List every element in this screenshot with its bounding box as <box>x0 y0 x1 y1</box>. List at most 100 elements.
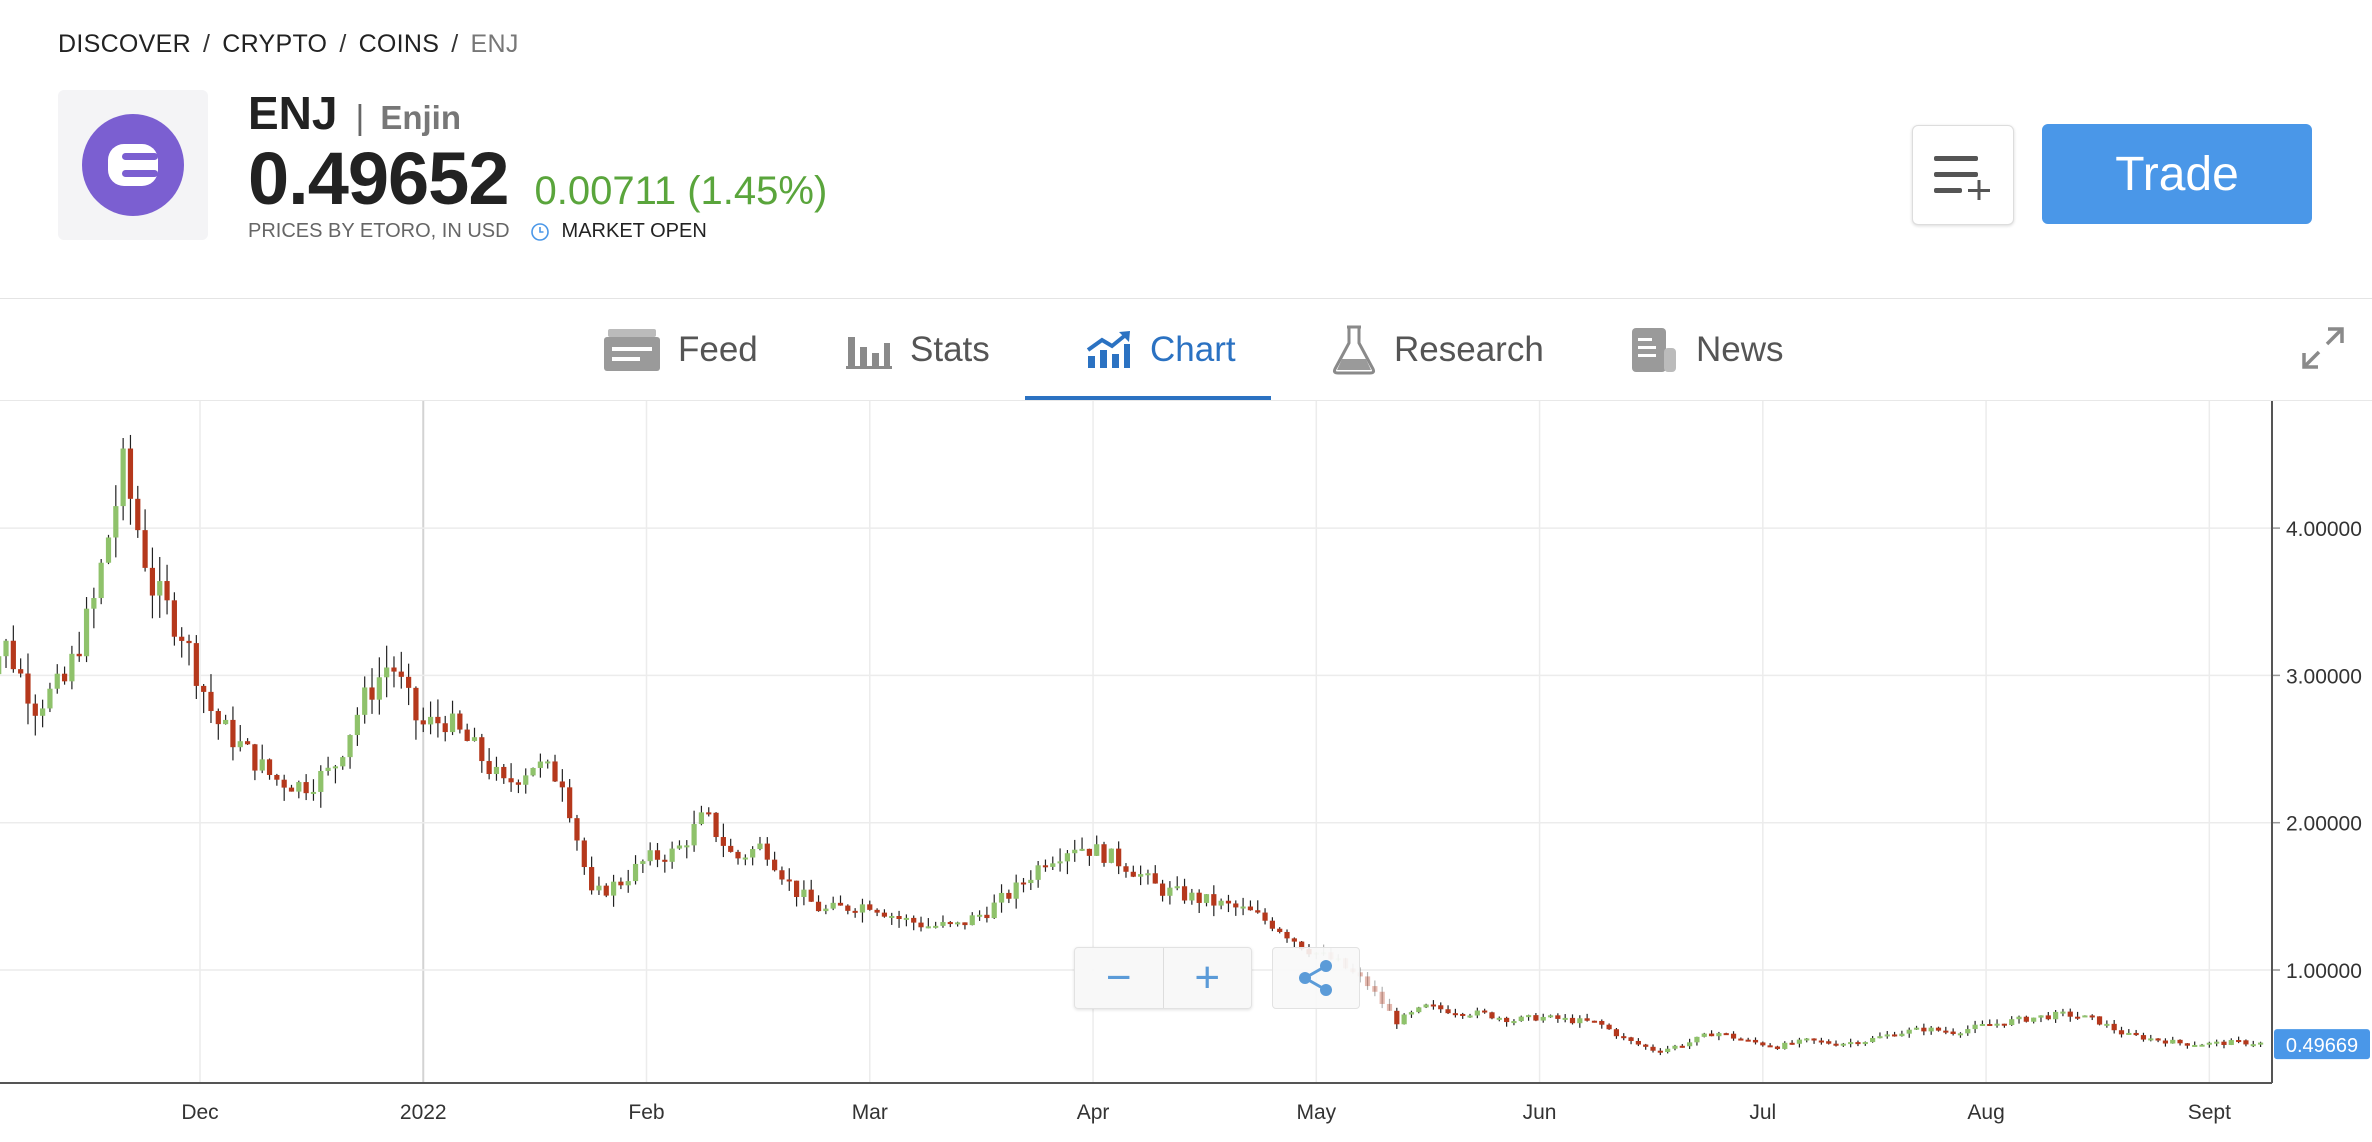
candle-body <box>1921 1027 1927 1032</box>
candle-body <box>1130 871 1136 877</box>
candle-body <box>376 677 382 700</box>
candle-body <box>1225 900 1232 904</box>
candle-body <box>1628 1037 1634 1041</box>
candle-body <box>442 723 448 733</box>
candle-body <box>288 787 295 792</box>
candle-body <box>1701 1033 1707 1037</box>
candle-body <box>984 914 990 919</box>
tab-stats[interactable]: Stats <box>846 299 990 401</box>
candle-body <box>1196 892 1202 903</box>
candle-body <box>230 719 236 748</box>
instrument-name: Enjin <box>380 99 461 136</box>
breadcrumb-discover[interactable]: DISCOVER <box>58 30 191 58</box>
candle-body <box>369 687 375 700</box>
candle-body <box>830 902 836 909</box>
x-tick-label: Dec <box>181 1101 218 1124</box>
candle-body <box>1840 1043 1846 1046</box>
candle-body <box>325 767 331 771</box>
candle-body <box>1020 882 1027 885</box>
candle-body <box>2236 1040 2242 1043</box>
candle-body <box>2053 1011 2059 1020</box>
zoom-in-button[interactable]: + <box>1162 948 1252 1008</box>
price-chart[interactable]: Dec 2022 Feb Mar Apr May Jun Jul Aug Sept 1.00000 2… <box>0 401 2372 1142</box>
candle-body <box>1138 874 1144 877</box>
expand-icon[interactable] <box>2300 325 2346 376</box>
candle-body <box>142 530 148 568</box>
candle-body <box>2177 1039 2183 1044</box>
candle-body <box>1035 865 1041 880</box>
candle-body <box>508 778 514 783</box>
tab-feed[interactable]: Feed <box>604 299 758 401</box>
candle-body <box>1657 1050 1663 1053</box>
candle-body <box>2009 1019 2015 1026</box>
breadcrumb-crypto[interactable]: CRYPTO <box>222 30 328 58</box>
candle-body <box>1540 1016 1546 1021</box>
candle-body <box>398 671 404 677</box>
candle-body <box>1299 941 1305 950</box>
candle-body <box>318 770 324 792</box>
candle-body <box>2206 1042 2212 1045</box>
candle-body <box>347 735 353 758</box>
candle-body <box>237 741 243 748</box>
tab-research[interactable]: Research <box>1332 299 1544 401</box>
breadcrumb-coins[interactable]: COINS <box>358 30 440 58</box>
candle-body <box>911 917 917 923</box>
candle-body <box>354 714 360 736</box>
candle-body <box>845 905 851 911</box>
chart-icon <box>1086 330 1132 370</box>
candle-body <box>1687 1042 1693 1047</box>
candlestick-chart[interactable]: Dec 2022 Feb Mar Apr May Jun Jul Aug Sept 1.00000 2… <box>0 401 2372 1142</box>
trade-button[interactable]: Trade <box>2042 124 2312 224</box>
feed-icon <box>604 327 660 373</box>
share-button[interactable] <box>1272 947 1360 1009</box>
candle-body <box>457 713 463 730</box>
instrument-title: ENJ | Enjin <box>248 86 461 140</box>
candle-body <box>1174 886 1180 889</box>
candle-body <box>1064 853 1071 862</box>
candle-body <box>530 767 536 776</box>
candle-body <box>40 708 46 716</box>
candle-body <box>1401 1014 1407 1025</box>
zoom-out-button[interactable]: − <box>1105 953 1132 1002</box>
candle-body <box>757 843 763 850</box>
candle-body <box>969 915 975 926</box>
candle-body <box>406 676 412 688</box>
tab-news[interactable]: News <box>1630 299 1784 401</box>
candle-body <box>2133 1032 2139 1036</box>
candle-body <box>1862 1042 1868 1045</box>
candle-body <box>1708 1033 1715 1037</box>
candle-body <box>208 691 214 712</box>
add-to-watchlist-button[interactable] <box>1912 125 2014 225</box>
candle-body <box>1460 1013 1466 1016</box>
clock-icon <box>530 222 550 242</box>
price-change: 0.00711 (1.45%) <box>534 169 828 213</box>
candle-body <box>808 889 814 902</box>
breadcrumb-separator: / <box>451 30 459 58</box>
price-source: PRICES BY ETORO, IN USD <box>248 220 510 242</box>
candle-body <box>632 863 639 882</box>
candle-body <box>1262 912 1268 921</box>
candle-body <box>1730 1033 1737 1039</box>
candle-body <box>669 848 675 862</box>
candle-body <box>1767 1045 1773 1048</box>
market-status: MARKET OPEN <box>561 220 707 242</box>
candle-body <box>889 916 895 919</box>
candle-body <box>1591 1020 1598 1023</box>
candle-body <box>1357 972 1363 977</box>
candle-body <box>32 703 38 716</box>
candle-body <box>610 881 617 896</box>
candle-body <box>955 922 961 925</box>
candle-body <box>1891 1034 1898 1037</box>
candle-body <box>1789 1042 1795 1045</box>
candle-body <box>903 917 909 920</box>
candle-body <box>1445 1009 1451 1014</box>
candle-body <box>772 859 778 871</box>
candle-body <box>750 849 756 858</box>
tab-chart[interactable]: Chart <box>1086 299 1236 401</box>
candle-body <box>1745 1039 1751 1042</box>
instrument-logo <box>58 90 208 240</box>
candle-body <box>1818 1040 1824 1043</box>
candle-body <box>1796 1039 1803 1044</box>
candle-body <box>2140 1035 2147 1040</box>
candle-body <box>1269 920 1275 929</box>
